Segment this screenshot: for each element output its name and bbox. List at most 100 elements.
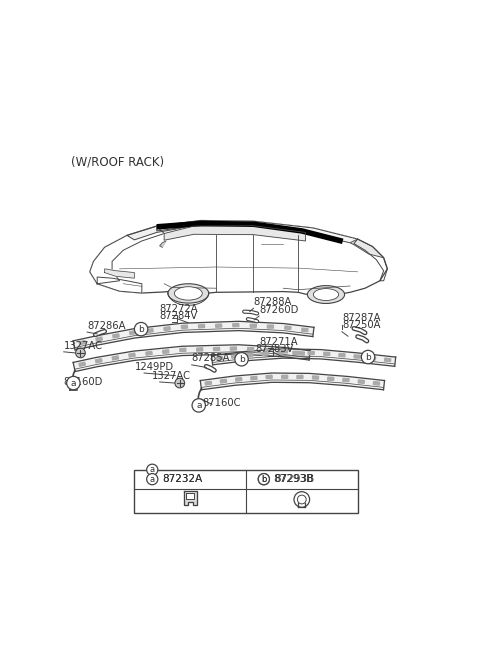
Bar — [373, 382, 380, 385]
Polygon shape — [105, 269, 134, 278]
Circle shape — [235, 352, 248, 366]
Text: b: b — [261, 475, 266, 483]
Text: 87272A: 87272A — [160, 305, 198, 315]
Polygon shape — [127, 221, 202, 240]
Polygon shape — [350, 239, 384, 258]
Bar — [302, 328, 308, 332]
Bar — [266, 375, 272, 379]
Circle shape — [294, 491, 310, 507]
Bar — [324, 352, 330, 356]
Bar — [214, 347, 220, 350]
Bar — [236, 378, 242, 381]
Bar — [146, 351, 152, 355]
Bar — [231, 354, 238, 358]
Bar — [251, 376, 257, 380]
Bar — [233, 323, 239, 327]
Bar — [113, 334, 119, 338]
Text: 87160D: 87160D — [64, 377, 103, 387]
Bar — [96, 358, 102, 363]
Bar — [308, 352, 314, 354]
Text: 87293B: 87293B — [274, 474, 314, 484]
Text: 87293B: 87293B — [274, 474, 314, 484]
Bar — [180, 348, 186, 352]
Bar — [197, 348, 203, 351]
Circle shape — [147, 464, 158, 475]
Polygon shape — [156, 221, 358, 243]
Bar — [248, 348, 253, 350]
Text: a: a — [71, 378, 76, 388]
Polygon shape — [97, 277, 142, 293]
Polygon shape — [184, 491, 197, 505]
Circle shape — [76, 348, 85, 358]
Bar — [130, 331, 136, 334]
Ellipse shape — [174, 287, 202, 300]
Polygon shape — [73, 344, 310, 372]
Bar — [262, 352, 268, 356]
Text: 87285A: 87285A — [192, 353, 230, 363]
Text: 1327AC: 1327AC — [64, 340, 103, 350]
Circle shape — [258, 473, 269, 485]
Polygon shape — [212, 349, 396, 366]
Bar — [297, 376, 303, 378]
Text: 87160C: 87160C — [202, 398, 240, 408]
Bar — [216, 356, 223, 360]
Bar — [312, 376, 319, 379]
Bar — [370, 356, 376, 360]
Bar — [147, 329, 153, 332]
Text: b: b — [239, 354, 244, 364]
Bar — [354, 355, 360, 358]
Text: a: a — [150, 475, 155, 483]
Polygon shape — [73, 321, 314, 350]
Bar — [163, 350, 169, 354]
Bar — [129, 353, 135, 357]
Text: 87284V: 87284V — [160, 311, 198, 321]
FancyBboxPatch shape — [134, 469, 358, 513]
Bar — [339, 354, 345, 357]
Polygon shape — [200, 373, 384, 390]
Text: 87232A: 87232A — [162, 474, 203, 484]
Text: a: a — [196, 401, 202, 410]
Circle shape — [175, 378, 185, 388]
Text: 87232A: 87232A — [162, 474, 202, 484]
Text: b: b — [138, 325, 144, 334]
Ellipse shape — [313, 289, 338, 301]
Text: 87287A: 87287A — [342, 313, 381, 323]
Ellipse shape — [168, 284, 209, 303]
Bar — [285, 326, 291, 330]
Text: 87288A: 87288A — [253, 297, 292, 307]
Bar — [343, 378, 349, 382]
Text: 1249PD: 1249PD — [134, 362, 174, 372]
Polygon shape — [160, 241, 166, 247]
Bar — [293, 351, 299, 354]
Text: (W/ROOF RACK): (W/ROOF RACK) — [71, 156, 164, 168]
Polygon shape — [90, 221, 387, 295]
Text: 87250A: 87250A — [342, 321, 381, 331]
Ellipse shape — [307, 285, 345, 303]
Bar — [277, 351, 284, 354]
Circle shape — [147, 473, 158, 485]
Bar — [247, 353, 253, 356]
Bar — [205, 381, 212, 385]
Bar — [250, 325, 256, 327]
Bar — [267, 325, 274, 328]
Text: b: b — [261, 475, 266, 483]
Bar — [164, 327, 170, 331]
Circle shape — [67, 376, 80, 390]
Bar — [282, 375, 288, 378]
Text: 87286A: 87286A — [87, 321, 126, 331]
Bar — [96, 337, 102, 341]
Text: 1327AC: 1327AC — [152, 371, 191, 381]
Text: b: b — [365, 352, 371, 362]
Bar — [281, 349, 288, 353]
Bar — [220, 379, 227, 383]
Bar — [79, 362, 85, 366]
Text: a: a — [150, 465, 155, 474]
Polygon shape — [186, 493, 194, 499]
Circle shape — [134, 323, 148, 336]
Circle shape — [361, 350, 375, 364]
Polygon shape — [90, 226, 164, 284]
Bar — [216, 324, 222, 327]
Circle shape — [192, 399, 205, 412]
Polygon shape — [164, 225, 305, 241]
Text: 87260D: 87260D — [259, 305, 299, 315]
